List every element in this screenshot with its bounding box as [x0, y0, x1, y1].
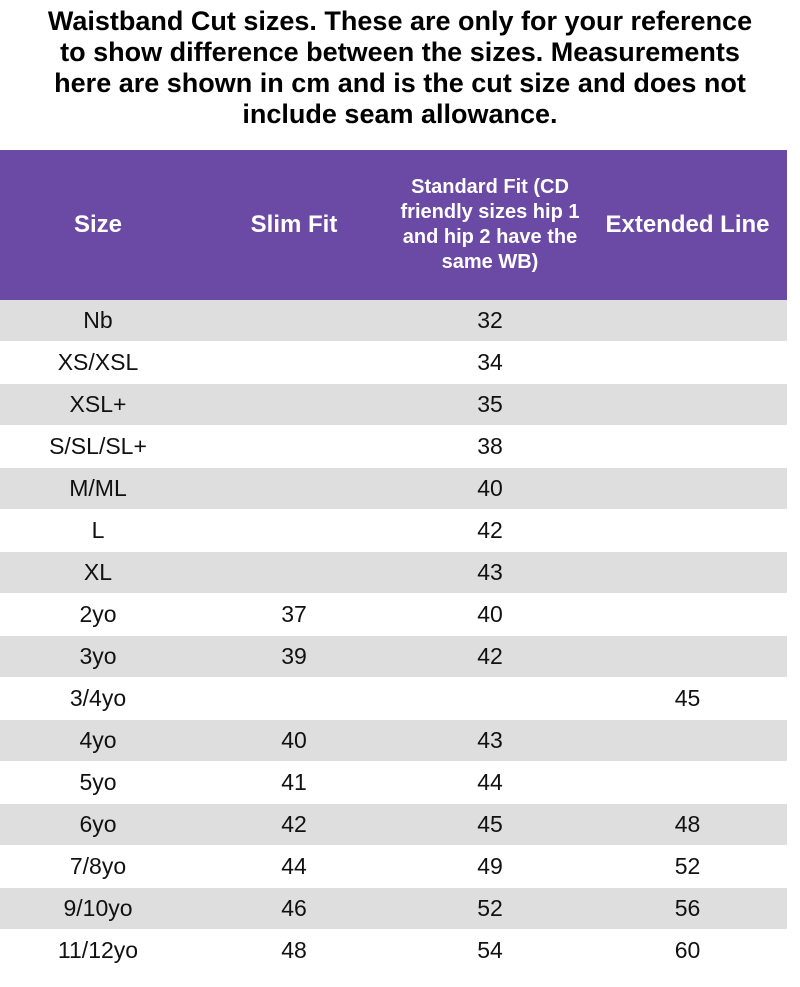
size-cell: XS/XSL [0, 341, 196, 384]
slim-fit-cell [196, 677, 392, 720]
title-line: include seam allowance. [242, 99, 558, 129]
standard-fit-cell: 54 [392, 929, 588, 972]
waistband-size-table: Size Slim Fit Standard Fit (CD friendly … [0, 150, 787, 972]
standard-fit-cell [392, 677, 588, 720]
title-line: Waistband Cut sizes. These are only for … [47, 6, 753, 36]
size-cell: 2yo [0, 593, 196, 636]
extended-line-cell [588, 467, 787, 510]
extended-line-cell [588, 551, 787, 594]
extended-line-cell [588, 383, 787, 426]
extended-line-cell [588, 635, 787, 678]
slim-fit-cell [196, 300, 392, 342]
size-cell: 3/4yo [0, 677, 196, 720]
size-cell: M/ML [0, 467, 196, 510]
extended-line-cell: 56 [588, 887, 787, 930]
slim-fit-cell: 39 [196, 635, 392, 678]
extended-line-cell [588, 341, 787, 384]
table-header: Size Slim Fit Standard Fit (CD friendly … [0, 150, 787, 300]
table-row: 3/4yo 45 [0, 677, 787, 720]
standard-fit-cell: 45 [392, 803, 588, 846]
standard-fit-cell: 44 [392, 761, 588, 804]
table-row: M/ML 40 [0, 467, 787, 510]
table-row: 2yo 37 40 [0, 593, 787, 636]
standard-fit-cell: 42 [392, 509, 588, 552]
slim-fit-cell: 37 [196, 593, 392, 636]
size-cell: 7/8yo [0, 845, 196, 888]
standard-fit-cell: 40 [392, 467, 588, 510]
page-title: Waistband Cut sizes. These are only for … [0, 0, 800, 150]
size-cell: 6yo [0, 803, 196, 846]
standard-fit-cell: 35 [392, 383, 588, 426]
header-extended-line: Extended Line [588, 150, 787, 300]
size-cell: L [0, 509, 196, 552]
header-size: Size [0, 150, 196, 300]
slim-fit-cell [196, 551, 392, 594]
extended-line-cell [588, 761, 787, 804]
extended-line-cell [588, 593, 787, 636]
slim-fit-cell: 41 [196, 761, 392, 804]
slim-fit-cell [196, 425, 392, 468]
slim-fit-cell: 46 [196, 887, 392, 930]
extended-line-cell: 52 [588, 845, 787, 888]
slim-fit-cell [196, 467, 392, 510]
standard-fit-cell: 49 [392, 845, 588, 888]
standard-fit-cell: 52 [392, 887, 588, 930]
table-row: 11/12yo 48 54 60 [0, 929, 787, 972]
size-cell: Nb [0, 300, 196, 342]
standard-fit-cell: 42 [392, 635, 588, 678]
table-row: L 42 [0, 509, 787, 552]
table-row: S/SL/SL+ 38 [0, 425, 787, 468]
header-standard-fit: Standard Fit (CD friendly sizes hip 1 an… [392, 150, 588, 300]
slim-fit-cell: 44 [196, 845, 392, 888]
extended-line-cell [588, 719, 787, 762]
standard-fit-cell: 40 [392, 593, 588, 636]
table-row: 4yo 40 43 [0, 719, 787, 762]
extended-line-cell [588, 509, 787, 552]
size-cell: 11/12yo [0, 929, 196, 972]
size-cell: XL [0, 551, 196, 594]
slim-fit-cell: 48 [196, 929, 392, 972]
table-row: 5yo 41 44 [0, 761, 787, 804]
extended-line-cell: 48 [588, 803, 787, 846]
slim-fit-cell [196, 383, 392, 426]
standard-fit-cell: 43 [392, 551, 588, 594]
table-row: XSL+ 35 [0, 383, 787, 426]
table-row: 6yo 42 45 48 [0, 803, 787, 846]
size-cell: 9/10yo [0, 887, 196, 930]
standard-fit-cell: 32 [392, 300, 588, 342]
size-cell: 5yo [0, 761, 196, 804]
extended-line-cell [588, 425, 787, 468]
standard-fit-cell: 38 [392, 425, 588, 468]
standard-fit-cell: 43 [392, 719, 588, 762]
slim-fit-cell: 40 [196, 719, 392, 762]
extended-line-cell [588, 300, 787, 342]
slim-fit-cell [196, 509, 392, 552]
table-row: 7/8yo 44 49 52 [0, 845, 787, 888]
table-body: Nb 32 XS/XSL 34 XSL+ 35 S/SL/SL+ 38 M/ML 40 L 42 XL 4… [0, 300, 787, 972]
title-line: to show difference between the sizes. Me… [60, 37, 740, 67]
size-cell: XSL+ [0, 383, 196, 426]
size-cell: S/SL/SL+ [0, 425, 196, 468]
slim-fit-cell: 42 [196, 803, 392, 846]
slim-fit-cell [196, 341, 392, 384]
table-row: Nb 32 [0, 300, 787, 342]
standard-fit-cell: 34 [392, 341, 588, 384]
header-row: Size Slim Fit Standard Fit (CD friendly … [0, 150, 787, 300]
extended-line-cell: 60 [588, 929, 787, 972]
table-row: 9/10yo 46 52 56 [0, 887, 787, 930]
table-row: XS/XSL 34 [0, 341, 787, 384]
header-slim-fit: Slim Fit [196, 150, 392, 300]
title-line: here are shown in cm and is the cut size… [54, 68, 746, 98]
extended-line-cell: 45 [588, 677, 787, 720]
table-row: XL 43 [0, 551, 787, 594]
table-row: 3yo 39 42 [0, 635, 787, 678]
size-cell: 3yo [0, 635, 196, 678]
size-cell: 4yo [0, 719, 196, 762]
